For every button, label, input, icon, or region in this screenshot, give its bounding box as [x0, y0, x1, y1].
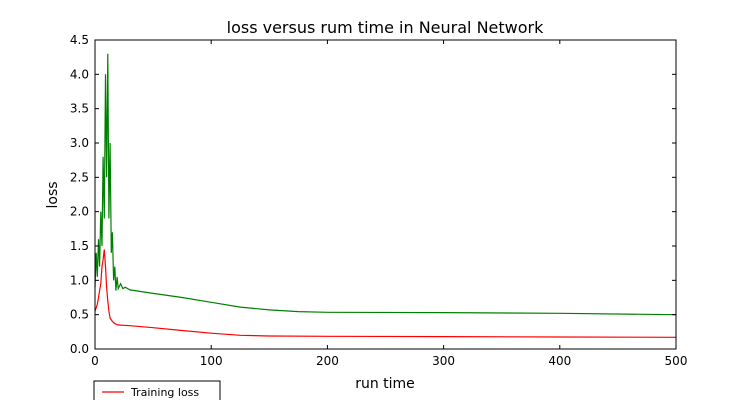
- series-line-1: [94, 53, 677, 316]
- x-tick-label: 0: [91, 354, 99, 368]
- y-tick-label: 3.5: [70, 102, 89, 116]
- legend: Training loss: [93, 380, 221, 400]
- x-axis-label: run time: [355, 376, 415, 392]
- plot-frame: [94, 39, 677, 350]
- axes-layer: 0 100 200 300 400 500 0.0 0.5 1.0 1.5 2.0 2.5 3.0 3.5…: [70, 33, 688, 368]
- y-tick-label: 3.0: [70, 136, 89, 150]
- y-tick-label: 1.5: [70, 239, 89, 253]
- y-tick-label: 2.0: [70, 205, 89, 219]
- x-tick-label: 300: [432, 354, 455, 368]
- y-tick-label: 1.0: [70, 273, 89, 287]
- series-line-0: [94, 249, 677, 338]
- y-tick-label: 2.5: [70, 170, 89, 184]
- x-tick-label: 200: [316, 354, 339, 368]
- y-tick-label: 0.0: [70, 342, 89, 356]
- y-tick-label: 4.5: [70, 33, 89, 47]
- x-tick-label: 400: [548, 354, 571, 368]
- legend-label-training-loss: Training loss: [130, 386, 199, 399]
- x-tick-label: 500: [665, 354, 688, 368]
- y-tick-label: 4.0: [70, 67, 89, 81]
- chart-title: loss versus rum time in Neural Network: [227, 18, 544, 37]
- y-axis-label: loss: [45, 181, 61, 208]
- series-layer: [94, 53, 677, 338]
- y-tick-label: 0.5: [70, 308, 89, 322]
- x-tick-label: 100: [200, 354, 223, 368]
- legend-box: [93, 380, 221, 400]
